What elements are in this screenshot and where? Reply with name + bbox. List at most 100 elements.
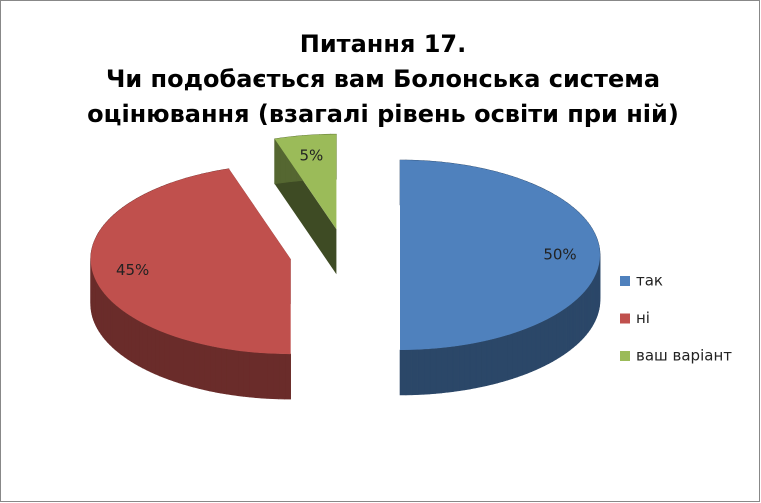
legend-swatch <box>620 313 630 324</box>
slice-side <box>497 336 503 384</box>
slice-side <box>127 313 132 362</box>
legend: так ні ваш варіант <box>620 272 732 365</box>
slice-side <box>441 346 448 394</box>
slice-side <box>117 306 122 356</box>
slice-side <box>531 324 537 372</box>
slice-side <box>522 327 528 376</box>
slice-side <box>146 324 152 373</box>
slice-side <box>452 345 460 392</box>
slice-side <box>517 329 523 378</box>
legend-swatch <box>620 351 630 361</box>
slice-side <box>526 326 532 374</box>
slice-side <box>486 338 493 386</box>
legend-label: ні <box>636 309 650 327</box>
slice-side <box>237 350 244 397</box>
slice-side <box>464 343 471 391</box>
slice-side <box>559 309 564 358</box>
slice-side <box>284 353 291 400</box>
slice-side <box>124 311 129 360</box>
slice-side <box>458 344 465 392</box>
slice-side <box>154 328 160 377</box>
slice-side <box>226 348 233 396</box>
slice-side <box>469 342 477 390</box>
slice-side <box>104 293 108 343</box>
slice-side <box>168 334 174 382</box>
slice-side <box>566 304 571 353</box>
data-label: 50% <box>543 246 576 264</box>
slice-side <box>417 349 425 395</box>
chart-title: оцінювання (взагалі рівень освіти при ні… <box>87 100 679 128</box>
legend-label: ваш варіант <box>636 347 732 365</box>
slice-side <box>214 346 222 394</box>
slice-side <box>254 352 262 399</box>
pie-slice <box>274 134 337 230</box>
slice-side <box>120 308 125 358</box>
slice-side <box>109 298 113 348</box>
slice-side <box>112 301 116 351</box>
slice-side <box>266 353 274 400</box>
slice-side <box>563 306 568 356</box>
slice-side <box>435 347 442 394</box>
slice-side <box>134 318 140 367</box>
slice-side <box>572 299 577 349</box>
slice-side <box>552 313 557 362</box>
slice-side <box>204 344 211 392</box>
slice-side <box>411 349 419 396</box>
slice-side <box>102 290 106 341</box>
slice-side <box>585 286 589 336</box>
slice-side <box>142 322 148 371</box>
slice-side <box>583 288 587 339</box>
slice-side <box>272 353 280 400</box>
data-label: 5% <box>299 147 323 165</box>
slice-side <box>535 322 541 371</box>
slice-tops: 50% 45% 5% <box>90 134 600 355</box>
slice-side <box>183 338 189 387</box>
chart-title: Питання 17. <box>300 30 466 58</box>
slice-side <box>198 343 205 391</box>
slice-side <box>544 318 549 367</box>
chart-title: Чи подобається вам Болонська система <box>106 65 660 93</box>
slice-side <box>163 332 170 380</box>
slice-side <box>193 341 200 389</box>
slice-side <box>405 349 413 396</box>
slice-side <box>249 351 256 398</box>
slice-side <box>502 334 508 382</box>
slice-side <box>481 340 488 388</box>
slice-side <box>130 315 136 365</box>
legend-swatch <box>620 276 630 286</box>
legend-label: так <box>636 272 663 290</box>
slice-side <box>399 349 407 396</box>
slice-side <box>423 348 431 395</box>
slice-side <box>569 301 574 351</box>
slice-side <box>173 335 179 384</box>
slice-side <box>231 349 239 397</box>
pie-slice <box>90 168 291 355</box>
slice-side <box>243 351 250 398</box>
slice-side <box>159 330 165 379</box>
slice-side <box>512 331 518 379</box>
slice-side <box>556 311 561 360</box>
slice-side <box>581 291 585 341</box>
slice-side <box>548 315 553 365</box>
slice-side <box>447 346 454 393</box>
slice-side <box>491 337 498 385</box>
slice-side <box>138 320 143 369</box>
slice-side <box>209 345 216 393</box>
slice-side <box>475 341 482 389</box>
slice-side <box>260 352 268 399</box>
slice-side <box>150 326 156 375</box>
slice-side <box>540 320 545 369</box>
slice-side <box>578 294 582 344</box>
slice-side <box>278 353 286 400</box>
slice-side <box>178 337 184 385</box>
slice-side <box>575 296 580 346</box>
pie-slice <box>400 160 600 350</box>
slice-side <box>429 348 437 395</box>
slice-side <box>188 340 195 388</box>
slice-side <box>114 303 119 353</box>
slice-side <box>220 347 227 395</box>
slice-side <box>106 296 111 346</box>
slice-side <box>507 333 513 381</box>
data-label: 45% <box>116 261 149 279</box>
